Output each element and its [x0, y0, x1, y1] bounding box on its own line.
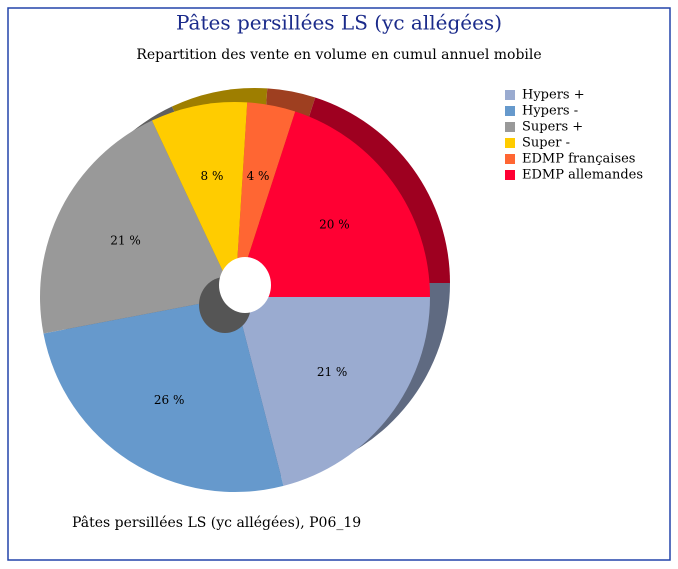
legend-swatch: [505, 170, 515, 180]
legend-label: Hypers +: [522, 88, 585, 103]
legend-label: Hypers -: [522, 104, 578, 119]
slice: [43, 297, 284, 492]
legend-label: EDMP allemandes: [522, 168, 643, 183]
legend-swatch: [505, 138, 515, 148]
legend-label: Super -: [522, 136, 570, 151]
slice: [39, 120, 235, 334]
footnote: Pâtes persillées LS (yc allégées), P06_1…: [72, 515, 361, 531]
chart-title: Pâtes persillées LS (yc allégées): [176, 11, 502, 35]
chart-subtitle: Repartition des vente en volume en cumul…: [136, 47, 541, 63]
slice: [235, 102, 296, 297]
slice: [235, 111, 430, 297]
legend-label: EDMP françaises: [522, 152, 635, 167]
hole: [219, 257, 271, 313]
legend-swatch: [505, 122, 515, 132]
legend-swatch: [505, 90, 515, 100]
data-label: 21 %: [110, 234, 141, 248]
slice: [151, 101, 248, 297]
legend-label: Supers +: [522, 120, 583, 135]
data-label: 8 %: [201, 169, 224, 183]
legend-swatch: [505, 106, 515, 116]
data-label: 4 %: [247, 169, 270, 183]
slice: [235, 297, 430, 486]
data-label: 21 %: [317, 365, 348, 379]
data-label: 26 %: [154, 393, 185, 407]
data-label: 20 %: [319, 217, 350, 231]
legend-swatch: [505, 154, 515, 164]
